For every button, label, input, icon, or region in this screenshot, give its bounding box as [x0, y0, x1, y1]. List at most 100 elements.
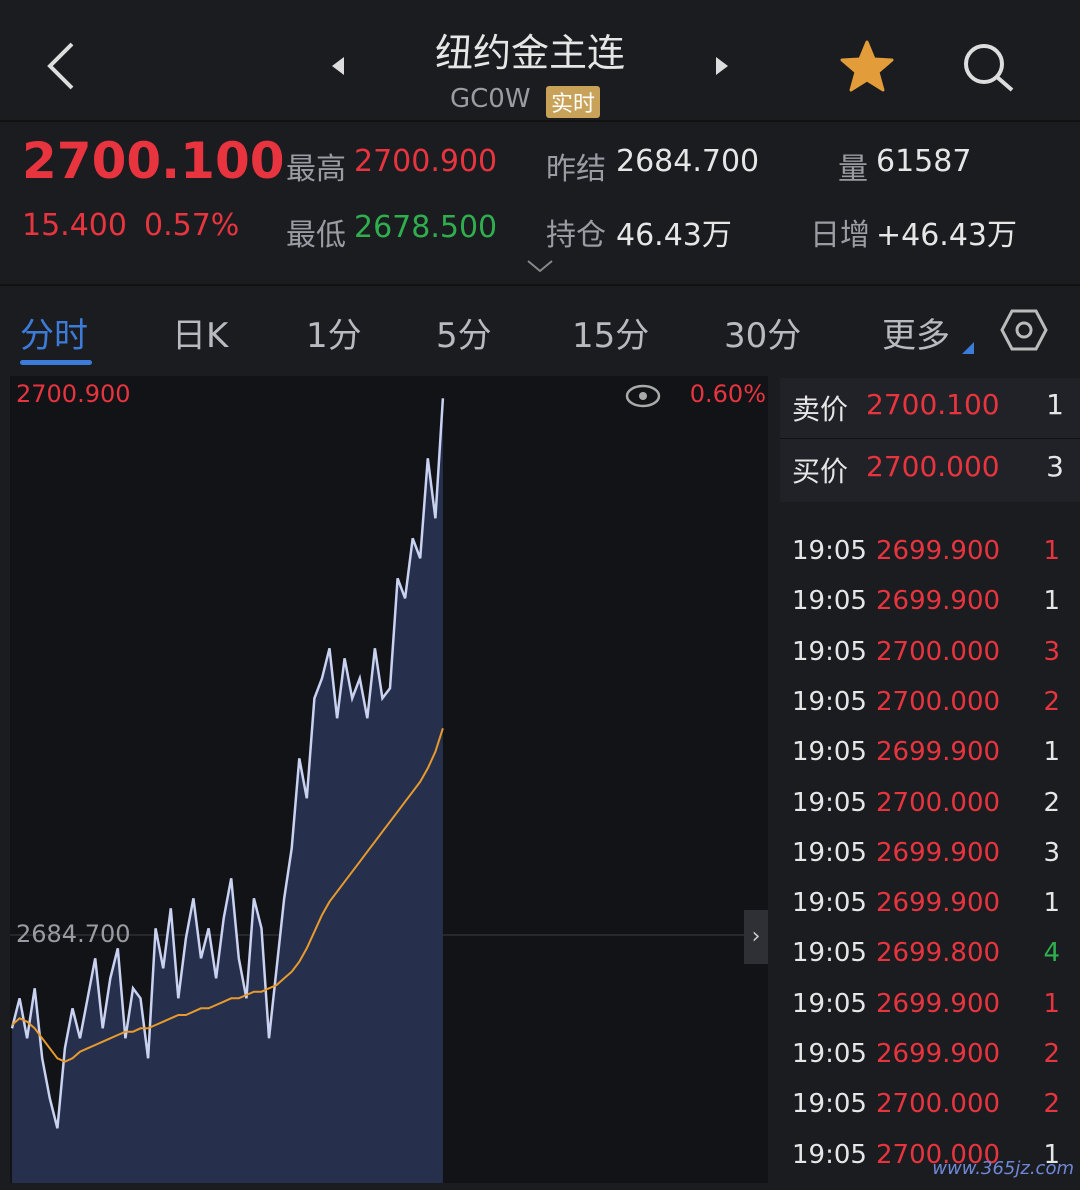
- trade-price: 2699.900: [876, 837, 1001, 868]
- label: 最高: [286, 152, 346, 187]
- tab[interactable]: 分时: [20, 316, 88, 356]
- high: 2700.900: [354, 144, 498, 179]
- book-price: 2700.000: [866, 450, 1000, 483]
- tab[interactable]: 5分: [436, 316, 492, 356]
- open-interest: 46.43万: [616, 218, 732, 253]
- divider: [780, 438, 1080, 439]
- book-qty: 1: [1046, 388, 1064, 421]
- intraday-chart: 2684.700 2700.900 0.60%: [10, 376, 768, 1183]
- price-area: [12, 398, 443, 1183]
- trade-price: 2699.900: [876, 988, 1001, 1019]
- trade-row: 19:05 2699.800 4: [792, 938, 1072, 988]
- back-button[interactable]: [40, 40, 80, 92]
- trade-qty: 1: [1043, 988, 1060, 1019]
- settings-button[interactable]: [1000, 308, 1048, 352]
- last-price: 2700.100: [22, 132, 285, 190]
- trade-row: 19:05 2699.900 1: [792, 586, 1072, 636]
- trade-row: 19:05 2699.900 1: [792, 737, 1072, 787]
- trade-price: 2699.900: [876, 737, 1001, 768]
- trade-qty: 2: [1043, 787, 1060, 818]
- trade-qty: 2: [1043, 1089, 1060, 1120]
- book-label: 买价: [792, 455, 849, 488]
- order-book: [780, 378, 1080, 502]
- trade-time: 19:05: [792, 1089, 867, 1120]
- y-tick-label: 2700.900: [16, 380, 131, 408]
- trade-price: 2699.900: [876, 888, 1001, 919]
- divider: [0, 120, 1080, 122]
- trade-time: 19:05: [792, 787, 867, 818]
- trade-qty: 2: [1043, 686, 1060, 717]
- trade-time: 19:05: [792, 536, 867, 566]
- y-tick-label: 2684.700: [16, 920, 131, 948]
- label: 最低: [286, 218, 346, 253]
- trade-time: 19:05: [792, 586, 867, 617]
- low: 2678.500: [354, 210, 498, 245]
- trade-price: 2699.900: [876, 1039, 1001, 1069]
- trade-time: 19:05: [792, 1139, 867, 1170]
- trade-row: 19:05 2700.000 1: [792, 1140, 1072, 1190]
- trade-price: 2700.000: [876, 686, 1001, 717]
- y2-tick-label: 0.60%: [690, 380, 766, 408]
- prev-button[interactable]: [328, 55, 348, 77]
- trade-qty: 4: [1043, 938, 1060, 969]
- book-label: 卖价: [792, 393, 849, 426]
- code: GC0W: [450, 84, 531, 114]
- more-arrow: [962, 342, 974, 354]
- trade-price: 2700.000: [876, 636, 1001, 667]
- trade-time: 19:05: [792, 837, 867, 868]
- trade-price: 2700.000: [876, 1089, 1001, 1120]
- label: 持仓: [546, 218, 606, 253]
- trade-time: 19:05: [792, 686, 867, 717]
- watermark: www.365jz.com: [932, 1158, 1074, 1179]
- trade-time: 19:05: [792, 988, 867, 1019]
- active-indicator: [20, 360, 92, 365]
- trade-row: 19:05 2700.000 2: [792, 687, 1072, 737]
- trade-time: 19:05: [792, 737, 867, 768]
- trade-qty: 2: [1043, 1039, 1060, 1069]
- trade-qty: 1: [1043, 888, 1060, 919]
- expand-button[interactable]: [526, 258, 554, 274]
- tab[interactable]: 更多: [882, 316, 950, 356]
- label: 量: [838, 152, 868, 187]
- favorite-button[interactable]: [840, 40, 894, 92]
- eye-icon[interactable]: [625, 384, 661, 408]
- book-row: 买价 2700.000 3: [792, 450, 1072, 500]
- trade-qty: 1: [1043, 737, 1060, 768]
- next-button[interactable]: [712, 55, 732, 77]
- trade-time: 19:05: [792, 636, 867, 667]
- change: 15.400: [22, 208, 127, 243]
- tab[interactable]: 30分: [724, 316, 802, 356]
- badge: 实时: [546, 86, 601, 118]
- title: 纽约金主连: [434, 31, 625, 75]
- trade-price: 2699.800: [876, 938, 1001, 969]
- trade-row: 19:05 2699.900 1: [792, 989, 1072, 1039]
- trade-row: 19:05 2700.000 2: [792, 788, 1072, 838]
- trade-price: 2700.000: [876, 787, 1001, 818]
- trade-price: 2700.000: [876, 1139, 1001, 1170]
- search-button[interactable]: [960, 40, 1016, 94]
- trade-qty: 1: [1043, 586, 1060, 617]
- trade-price: 2699.900: [876, 586, 1001, 617]
- trade-row: 19:05 2699.900 1: [792, 536, 1072, 586]
- tab[interactable]: 日K: [172, 316, 229, 356]
- tab[interactable]: 15分: [572, 316, 650, 356]
- average-line: [11, 727, 444, 1063]
- trade-row: 19:05 2700.000 2: [792, 1089, 1072, 1139]
- trade-row: 19:05 2699.900 1: [792, 888, 1072, 938]
- trade-qty: 1: [1043, 1139, 1060, 1170]
- label: 昨结: [546, 152, 606, 187]
- trade-time: 19:05: [792, 888, 867, 919]
- daily-change: +46.43万: [876, 218, 1018, 253]
- book-qty: 3: [1046, 450, 1064, 483]
- trade-time: 19:05: [792, 1039, 867, 1069]
- trade-price: 2699.900: [876, 536, 1001, 566]
- trade-qty: 3: [1043, 837, 1060, 868]
- trade-row: 19:05 2699.900 2: [792, 1039, 1072, 1089]
- label: 日增: [810, 218, 870, 253]
- collapse-button[interactable]: ›: [744, 910, 768, 964]
- trade-qty: 3: [1043, 636, 1060, 667]
- volume: 61587: [876, 144, 972, 179]
- price-line: [10, 398, 445, 1129]
- divider: [0, 284, 1080, 286]
- tab[interactable]: 1分: [306, 316, 362, 356]
